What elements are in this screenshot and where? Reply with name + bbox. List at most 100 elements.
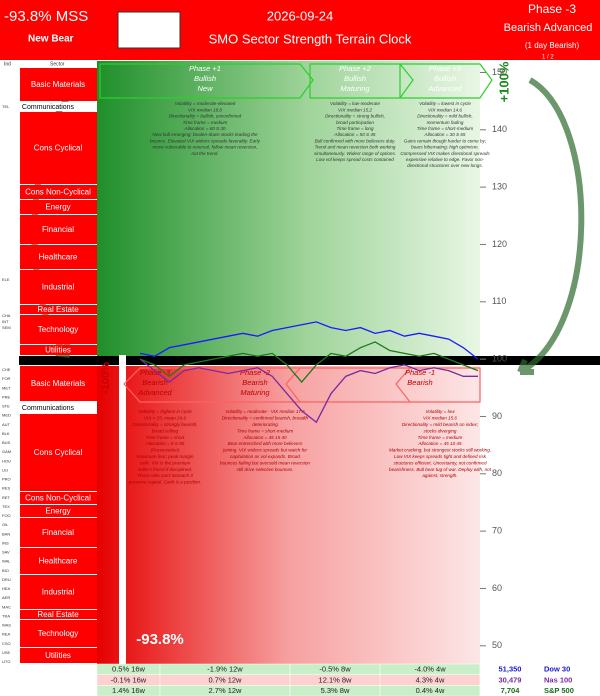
phase-note: Allocation = 45 10 45 (417, 441, 461, 446)
phase-note: bounce. Elevated VIX widens spreads favo… (150, 138, 261, 143)
phase-note: Time frame = short-medium (417, 126, 474, 131)
phase-note: Volatility = moderate · VIX median 17.6 (225, 409, 305, 414)
y-tick-label: 130 (492, 182, 507, 192)
header-bg (0, 0, 600, 60)
phase-label: Bullish (344, 74, 366, 83)
table-text: Dow 30 (544, 665, 570, 674)
phase-label: New (197, 84, 213, 93)
phase-note: Directionality = mild bullish, (417, 114, 473, 119)
ind-code: STE (2, 404, 10, 409)
title: SMO Sector Strength Terrain Clock (209, 31, 412, 46)
ind-code: INS (2, 540, 9, 545)
ind-code: PRE (2, 394, 11, 399)
phase-note: VIX > 25, mean 24.6 (144, 416, 186, 421)
phase-note: expensive relative to edge. Favor non- (406, 157, 485, 162)
ind-code: DRU (2, 577, 11, 582)
sector-box (20, 102, 97, 111)
date: 2026-09-24 (267, 8, 334, 23)
sector-box (20, 648, 97, 663)
ind-code: HOU (2, 458, 11, 463)
phase-note: structures efficient. Uncertainty, not c… (393, 460, 487, 465)
y-tick-label: 140 (492, 124, 507, 134)
ind-code: GAM (2, 449, 11, 454)
phase-note: not the trend. (191, 151, 218, 156)
ind-code: HEA (2, 586, 11, 591)
phase-name: Bearish Advanced (504, 22, 593, 34)
ind-code: AUT (2, 422, 11, 427)
phase-label: Phase -2 (240, 368, 271, 377)
ind-code: MED (2, 413, 11, 418)
ind-code: BUS (2, 440, 11, 445)
table-text: S&P 500 (544, 686, 574, 695)
phase-note: Volatility = lowest in cycle (419, 101, 471, 106)
phase-label: Advanced (427, 84, 462, 93)
table-text: 0.7% 12w (209, 675, 243, 684)
phase-note: calls. VIX is the premium (140, 460, 191, 465)
sector-label: Healthcare (39, 253, 78, 262)
status: New Bear (28, 34, 74, 45)
phase-label: Bullish (434, 74, 456, 83)
sector-label: Healthcare (39, 557, 78, 566)
phase-note: Volatility = low (425, 409, 455, 414)
ind-code: BAN (2, 531, 10, 536)
table-text: 4.3% 4w (416, 675, 445, 684)
phase-note: (1 day Bearish) (525, 41, 580, 50)
ind-code: TEL (2, 104, 10, 109)
ind-code: RES (2, 486, 11, 491)
sector-box (20, 402, 97, 413)
phase-label: Phase +1 (189, 64, 221, 73)
table-text: 5.3% 8w (321, 686, 350, 695)
sector-box (20, 610, 97, 619)
ind-code: FOR (2, 376, 11, 381)
sector-label: Technology (38, 629, 78, 638)
ind-code: REA (2, 632, 11, 637)
table-text: Nas 100 (544, 675, 572, 684)
sector-label: Cons Cyclical (34, 144, 83, 153)
pct-bottom: -100% (100, 362, 112, 394)
ind-code: PRO (2, 477, 11, 482)
sector-label: Cons Non-Cyclical (25, 494, 91, 503)
sector-box (20, 185, 97, 199)
ind-code: CHE (2, 367, 11, 372)
series-line (139, 341, 479, 384)
ind-code: AER (2, 595, 10, 600)
phase-note: Directionality = strongly bearish, (132, 422, 197, 427)
sector-box (20, 505, 97, 517)
phase-note: VIX median 18.8 (188, 107, 222, 112)
table-cell (539, 685, 600, 696)
phase-note: Bear entrenched with more believers (228, 441, 304, 446)
ind-col (0, 68, 19, 664)
phase-note: broad participation (336, 120, 374, 125)
table-text: 1.4% 16w (112, 686, 146, 695)
col-sector: Sector (50, 61, 65, 67)
phase-note: Those who can't stomach it (137, 473, 193, 478)
table-text: -0.5% 8w (319, 665, 351, 674)
sector-label: Financial (42, 225, 74, 234)
phase-note: Low vol keeps spread costs contained (316, 157, 394, 162)
phase-note: Time frame = long (336, 126, 374, 131)
table-text: -4.0% 4w (414, 665, 446, 674)
series-line (139, 358, 478, 424)
sector-box (20, 215, 97, 244)
sector-box (20, 620, 97, 647)
phase-note: Time frame = medium (418, 435, 463, 440)
phase-note: Bull confirmed with more believers duty. (315, 138, 396, 143)
phase-note: Maximum fear; peak margin (137, 454, 194, 459)
y-tick-label: 110 (492, 296, 506, 306)
y-tick-label: 80 (492, 468, 502, 478)
phase-note: preserve capital. Cash is a position. (128, 480, 202, 485)
table-text: -0.1% 16w (111, 675, 147, 684)
phase-label: Bearish (142, 378, 167, 387)
sector-box (20, 575, 97, 609)
phase-note: Allocation = 50 S 45 (334, 132, 376, 137)
ind-code: BLK (2, 431, 10, 436)
y-tick-label: 50 (492, 640, 502, 650)
bull-arrows (99, 63, 493, 99)
sector-box (20, 305, 97, 314)
phase-label: Phase +3 (429, 64, 462, 73)
phase-note: Gains remain though harder to come by; (404, 138, 487, 143)
phase-label: Bullish (194, 74, 216, 83)
ind-code: BIO (2, 568, 9, 573)
ind-code: MAC (2, 604, 11, 609)
